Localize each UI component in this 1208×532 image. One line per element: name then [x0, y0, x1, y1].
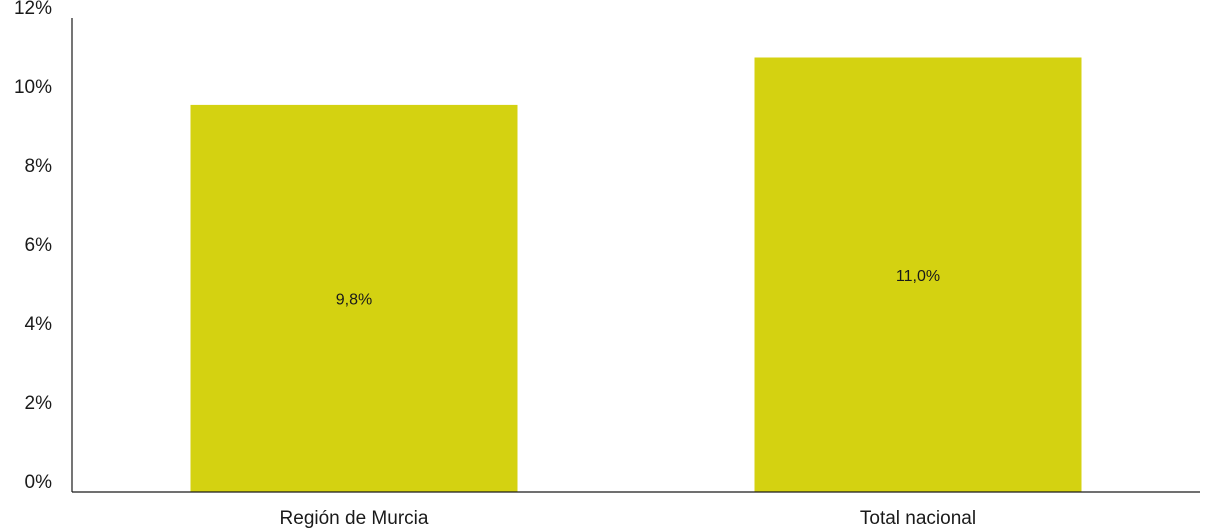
x-category-label: Región de Murcia — [280, 508, 429, 529]
y-tick-label: 0% — [25, 472, 53, 493]
y-tick-label: 6% — [25, 235, 53, 256]
data-labels: 9,8% 11,0% — [336, 268, 940, 309]
y-tick-label: 2% — [25, 393, 53, 414]
bar — [190, 104, 518, 493]
bars — [190, 57, 1082, 493]
x-category-label: Total nacional — [860, 508, 976, 529]
bar-value-label: 11,0% — [896, 268, 940, 285]
y-tick-label: 4% — [25, 314, 53, 335]
bar — [754, 57, 1082, 492]
x-axis-labels: Región de Murcia Total nacional — [280, 508, 977, 529]
y-tick-label: 8% — [25, 156, 53, 177]
bar-value-label: 9,8% — [336, 291, 372, 308]
y-tick-label: 12% — [14, 0, 52, 19]
y-tick-label: 10% — [14, 77, 52, 98]
y-axis-ticks: 0% 2% 4% 6% 8% 10% 12% — [14, 0, 52, 493]
